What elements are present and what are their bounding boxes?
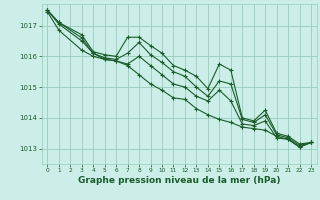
X-axis label: Graphe pression niveau de la mer (hPa): Graphe pression niveau de la mer (hPa) — [78, 176, 280, 185]
